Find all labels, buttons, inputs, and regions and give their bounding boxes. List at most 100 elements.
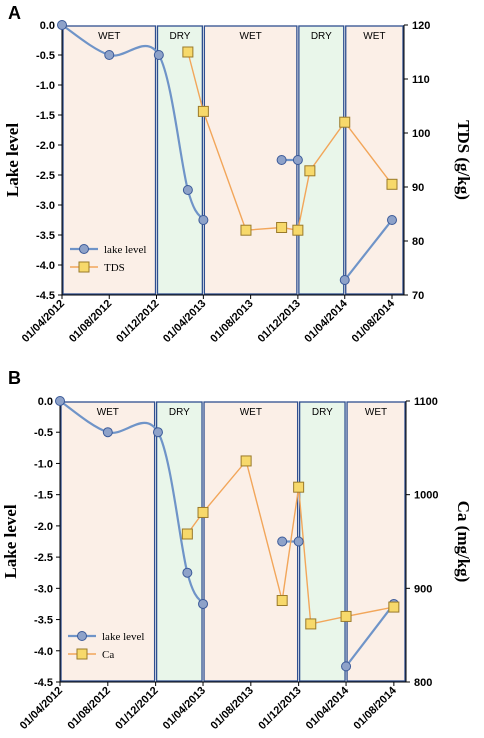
y2-tick-label: 90 — [412, 182, 424, 194]
tds-point — [339, 116, 351, 128]
lake-level-point — [339, 275, 350, 285]
tds-line — [187, 51, 393, 232]
y2-axis-title: Ca (mg/kg) — [454, 501, 473, 583]
lake-level-point — [182, 185, 193, 195]
chart-panel-b: WET DRY WET DRY WET 0.0 -0.5 -1.0 -1.5 -2.0 -2.5 -3… — [1, 368, 473, 732]
tds-point — [240, 224, 252, 236]
x-tick-label: 01/04/2014 — [302, 297, 350, 345]
x-tick-label: 01/12/2012 — [114, 298, 161, 345]
legend-label: lake level — [102, 631, 144, 643]
y2-tick-label: 1000 — [414, 490, 438, 502]
lake-level-point — [55, 396, 65, 406]
x-tick-label: 01/04/2012 — [20, 298, 67, 345]
y-tick-label: -2.0 — [36, 140, 55, 152]
y-tick-label: 0.0 — [40, 20, 55, 32]
lake-level-point — [153, 50, 164, 60]
y2-tick-label: 800 — [414, 677, 432, 689]
lake-level-point — [293, 536, 304, 547]
ca-point — [181, 528, 193, 540]
ca-point — [197, 506, 209, 518]
y2-tick-label: 70 — [412, 290, 424, 302]
y-axis-title: Lake level — [1, 504, 20, 578]
y-tick-label: -3.0 — [36, 200, 55, 212]
lake-level-point — [104, 50, 115, 60]
y-tick-label: -2.5 — [36, 170, 55, 182]
y-tick-label: -0.5 — [36, 50, 55, 62]
y-tick-label: -2.0 — [34, 521, 53, 533]
ca-line — [186, 459, 394, 625]
lake-level-point — [292, 155, 303, 165]
lake-level-point — [386, 215, 397, 225]
season-label: WET — [240, 407, 262, 418]
y-tick-label: -0.5 — [34, 427, 53, 439]
x-tick-label: 01/08/2012 — [66, 685, 113, 732]
tds-point — [197, 105, 209, 117]
ca-point — [340, 610, 352, 622]
lake-level-point — [198, 598, 209, 609]
x-tick-label: 01/08/2014 — [352, 684, 400, 732]
y-tick-label: -4.0 — [34, 646, 53, 658]
season-band — [60, 401, 156, 682]
x-tick-label: 01/08/2013 — [209, 685, 256, 732]
season-label: WET — [365, 407, 387, 418]
y2-tick-label: 80 — [412, 236, 424, 248]
y-axis-title: Lake level — [3, 123, 22, 197]
season-band — [298, 25, 345, 295]
tds-point — [182, 46, 194, 58]
legend-label: lake level — [104, 244, 146, 256]
x-tick-label: 01/08/2012 — [67, 298, 114, 345]
tds-point — [276, 222, 288, 233]
y-tick-label: -1.0 — [34, 458, 53, 470]
season-band — [346, 401, 406, 682]
x-tick-label: 01/04/2013 — [161, 685, 208, 732]
ca-point — [240, 455, 252, 467]
y-tick-label: -1.5 — [34, 490, 53, 502]
tds-point — [292, 224, 304, 236]
y-tick-label: -3.0 — [34, 583, 53, 595]
legend-marker-lake-level — [79, 244, 89, 254]
y-tick-label: -3.5 — [36, 230, 55, 242]
lake-level-point — [182, 567, 193, 578]
y2-tick-label: 900 — [414, 583, 432, 595]
lake-level-line — [59, 400, 205, 605]
ca-point — [388, 601, 400, 613]
lake-level-point — [277, 536, 288, 547]
season-label: DRY — [311, 31, 332, 42]
x-tick-label: 01/12/2013 — [256, 298, 303, 345]
legend-label: Ca — [102, 649, 114, 661]
season-label: WET — [240, 31, 262, 42]
tds-point — [386, 178, 398, 190]
y2-axis-title: TDS (g/kg) — [454, 120, 473, 200]
y-tick-label: -4.5 — [36, 290, 55, 302]
y2-tick-label: 110 — [412, 74, 430, 86]
y-tick-label: -2.5 — [34, 552, 53, 564]
x-tick-label: 01/12/2012 — [113, 685, 160, 732]
season-label: DRY — [169, 407, 190, 418]
season-label: DRY — [169, 31, 190, 42]
y-tick-label: -1.0 — [36, 80, 55, 92]
legend-label: TDS — [104, 262, 125, 274]
y2-tick-label: 1100 — [414, 396, 438, 408]
x-tick-label: 01/04/2014 — [304, 684, 352, 732]
panel-letter: A — [8, 3, 21, 23]
lake-level-point — [341, 661, 352, 672]
x-tick-label: 01/08/2014 — [350, 297, 398, 345]
season-label: WET — [98, 31, 120, 42]
y-tick-label: -3.5 — [34, 615, 53, 627]
lake-level-point — [198, 215, 209, 225]
season-label: DRY — [312, 407, 333, 418]
panel-letter: B — [8, 368, 21, 388]
x-tick-label: 01/12/2013 — [256, 685, 303, 732]
y-tick-label: -1.5 — [36, 110, 55, 122]
x-tick-label: 01/04/2012 — [18, 685, 65, 732]
lake-level-point — [152, 427, 163, 438]
season-label: WET — [363, 31, 385, 42]
chart-panel-a: WET DRY WET DRY WET 0.0 -0.5 -1.0 -1.5 -2.0 -2.5 -3… — [3, 3, 473, 345]
y-tick-label: -4.0 — [36, 260, 55, 272]
x-tick-label: 01/08/2013 — [208, 298, 255, 345]
x-tick-label: 01/04/2013 — [161, 298, 208, 345]
y2-tick-label: 120 — [412, 20, 430, 32]
y2-tick-label: 100 — [412, 128, 430, 140]
lake-level-point — [102, 427, 113, 438]
